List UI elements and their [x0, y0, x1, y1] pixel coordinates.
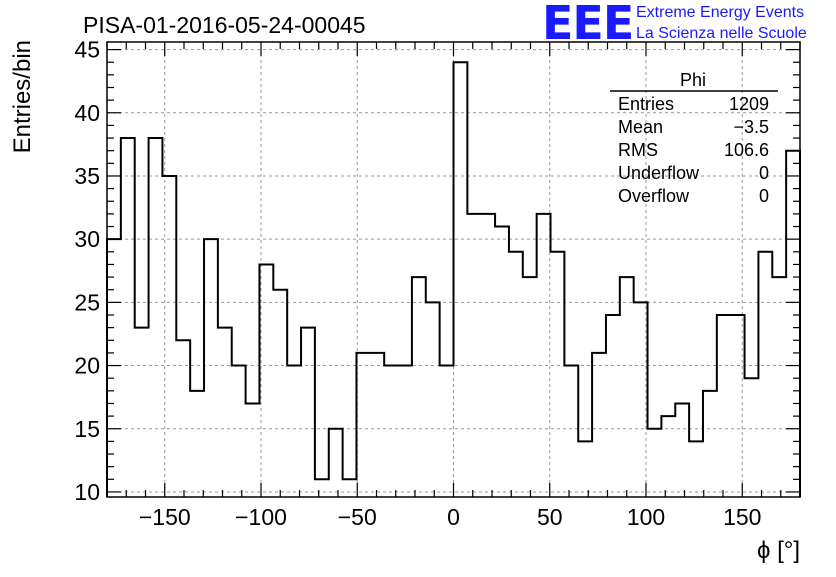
histogram-bin	[315, 479, 329, 497]
y-axis-label: Entries/bin	[9, 40, 36, 153]
stats-title: Phi	[680, 70, 706, 90]
histogram-bin	[162, 176, 176, 497]
stats-box: Phi Entries 1209 Mean −3.5 RMS 106.6 Und…	[610, 70, 778, 206]
stats-mean-label: Mean	[618, 117, 663, 137]
x-tick-label: −150	[139, 504, 191, 530]
histogram-bin	[606, 315, 620, 497]
histogram-bin	[426, 302, 440, 497]
stats-underflow-label: Underflow	[618, 163, 700, 183]
histogram-bin	[620, 277, 634, 497]
histogram-bin	[551, 252, 565, 497]
y-tick-label: 10	[74, 479, 100, 505]
histogram-bin	[149, 138, 163, 497]
histogram-bin	[745, 378, 759, 497]
y-tick-label: 15	[74, 416, 100, 442]
y-tick-label: 30	[74, 226, 100, 252]
x-tick-label: 0	[447, 504, 460, 530]
histogram-bin	[703, 391, 717, 497]
logo-line-2: La Scienza nelle Scuole	[636, 25, 807, 42]
histogram-bin	[398, 366, 412, 497]
histogram-bin	[648, 429, 662, 497]
stats-entries-value: 1209	[729, 94, 769, 114]
y-tick-label: 35	[74, 163, 100, 189]
y-tick-label: 25	[74, 289, 100, 315]
histogram-bin	[467, 214, 481, 497]
stats-mean-value: −3.5	[733, 117, 769, 137]
histogram-bin	[675, 403, 689, 497]
x-tick-label: −50	[338, 504, 377, 530]
histogram-bin	[481, 214, 495, 497]
y-tick-label: 45	[74, 37, 100, 63]
histogram-bin	[412, 277, 426, 497]
x-tick-label: 100	[627, 504, 665, 530]
histogram-bin	[273, 290, 287, 497]
histogram-bin	[356, 353, 370, 497]
stats-rms-value: 106.6	[724, 140, 769, 160]
histogram-bin	[329, 429, 343, 497]
histogram-bin	[232, 366, 246, 497]
histogram-bin	[578, 441, 592, 497]
histogram-bin	[121, 138, 135, 497]
histogram-bin	[564, 366, 578, 497]
histogram-bin	[384, 366, 398, 497]
histogram-bin	[259, 264, 273, 497]
histogram-bin	[287, 366, 301, 497]
histogram-bin	[772, 277, 786, 497]
histogram-outline	[106, 61, 801, 497]
histogram-bin	[454, 62, 468, 497]
histogram-bin	[523, 277, 537, 497]
histogram-bin	[107, 239, 121, 497]
histogram-bin	[731, 315, 745, 497]
logo-line-1: Extreme Energy Events	[636, 4, 805, 21]
stats-overflow-value: 0	[759, 186, 769, 206]
x-tick-label: 150	[723, 504, 761, 530]
histogram-bin	[176, 340, 190, 497]
y-tick-label: 40	[74, 100, 100, 126]
chart-title: PISA-01-2016-05-24-00045	[83, 12, 366, 38]
histogram-bin	[634, 302, 648, 497]
stats-underflow-value: 0	[759, 163, 769, 183]
x-axis-label: ϕ [°]	[757, 537, 800, 564]
y-tick-labels: 10 15 20 25 30 35 40 45	[74, 37, 100, 505]
histogram-bin	[204, 239, 218, 497]
histogram-bin	[661, 416, 675, 497]
histogram-bin	[440, 366, 454, 497]
histogram-bin	[190, 391, 204, 497]
x-tick-labels: −150 −100 −50 0 50 100 150	[139, 504, 762, 530]
histogram-bin	[786, 151, 800, 497]
histogram-bin	[370, 353, 384, 497]
x-tick-label: −100	[235, 504, 287, 530]
histogram-bin	[537, 214, 551, 497]
stats-entries-label: Entries	[618, 94, 674, 114]
histogram-bin	[246, 403, 260, 497]
histogram-bin	[758, 252, 772, 497]
eee-logo-mark: EEE	[542, 0, 634, 50]
histogram-bin	[343, 479, 357, 497]
histogram-bin	[495, 227, 509, 497]
histogram-bin	[592, 353, 606, 497]
histogram-bin	[509, 252, 523, 497]
histogram-bin	[218, 328, 232, 497]
histogram-bin	[689, 441, 703, 497]
x-tick-label: 50	[537, 504, 563, 530]
stats-rms-label: RMS	[618, 140, 658, 160]
y-tick-label: 20	[74, 353, 100, 379]
histogram-bin	[135, 328, 149, 497]
histogram-bin	[717, 315, 731, 497]
histogram-bin	[301, 328, 315, 497]
stats-overflow-label: Overflow	[618, 186, 690, 206]
